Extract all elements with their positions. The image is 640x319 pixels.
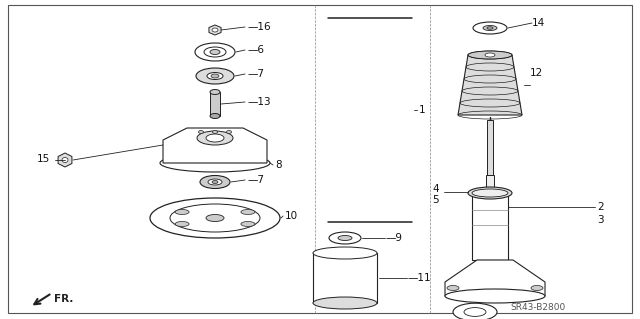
Ellipse shape (200, 175, 230, 189)
Text: 8: 8 (275, 160, 282, 170)
Ellipse shape (210, 90, 220, 94)
Ellipse shape (197, 131, 233, 145)
Ellipse shape (196, 68, 234, 84)
Ellipse shape (160, 154, 270, 172)
Ellipse shape (531, 286, 543, 291)
Ellipse shape (313, 297, 377, 309)
Ellipse shape (175, 221, 189, 226)
Polygon shape (458, 55, 522, 115)
Text: SR43-B2800: SR43-B2800 (510, 302, 565, 311)
Ellipse shape (211, 74, 219, 78)
Ellipse shape (485, 53, 495, 57)
Ellipse shape (453, 303, 497, 319)
Ellipse shape (227, 130, 232, 133)
Bar (486, 175, 494, 200)
Ellipse shape (473, 22, 507, 34)
Ellipse shape (212, 181, 218, 183)
Bar (313, 253, 377, 303)
Ellipse shape (212, 130, 218, 133)
Polygon shape (209, 25, 221, 35)
Ellipse shape (175, 210, 189, 214)
Bar (487, 120, 493, 175)
Text: 2: 2 (597, 202, 604, 212)
Polygon shape (163, 128, 267, 163)
Ellipse shape (170, 204, 260, 232)
Ellipse shape (204, 47, 226, 57)
Text: —7: —7 (247, 69, 264, 79)
Ellipse shape (447, 286, 459, 291)
Ellipse shape (206, 134, 224, 142)
Text: 4: 4 (432, 184, 438, 194)
Text: 12: 12 (530, 68, 543, 78)
Ellipse shape (329, 232, 361, 244)
Text: 3: 3 (597, 215, 604, 225)
Text: —7: —7 (247, 175, 264, 185)
Ellipse shape (208, 179, 222, 185)
Ellipse shape (472, 189, 508, 197)
Ellipse shape (62, 158, 68, 162)
Text: —6: —6 (247, 45, 264, 55)
Ellipse shape (241, 221, 255, 226)
Text: 10: 10 (285, 211, 298, 221)
Text: 15: 15 (37, 154, 51, 164)
Text: —13: —13 (247, 97, 271, 107)
Text: —9: —9 (385, 233, 402, 243)
Text: 14: 14 (532, 18, 545, 28)
Ellipse shape (198, 130, 204, 133)
Ellipse shape (150, 198, 280, 238)
Text: 1: 1 (419, 105, 426, 115)
Text: 5: 5 (432, 195, 438, 205)
Ellipse shape (468, 51, 512, 59)
Ellipse shape (338, 235, 352, 241)
Text: —16: —16 (247, 22, 271, 32)
Ellipse shape (212, 28, 218, 32)
Ellipse shape (313, 247, 377, 259)
Ellipse shape (210, 49, 220, 55)
Ellipse shape (468, 187, 512, 199)
Polygon shape (445, 260, 545, 296)
Ellipse shape (464, 308, 486, 316)
Ellipse shape (445, 289, 545, 303)
Ellipse shape (207, 72, 223, 79)
Polygon shape (58, 153, 72, 167)
Ellipse shape (195, 43, 235, 61)
Ellipse shape (483, 26, 497, 31)
Bar (472, 195, 508, 260)
Text: FR.: FR. (54, 294, 74, 304)
Text: —11: —11 (407, 273, 431, 283)
Ellipse shape (206, 214, 224, 221)
Ellipse shape (487, 27, 493, 29)
Ellipse shape (210, 114, 220, 118)
Bar (210, 92, 220, 116)
Ellipse shape (241, 210, 255, 214)
